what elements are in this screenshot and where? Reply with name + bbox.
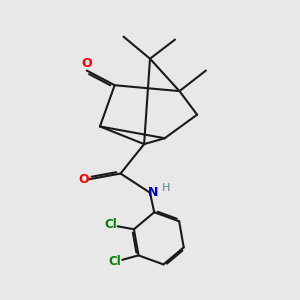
Text: N: N xyxy=(148,186,159,199)
Text: O: O xyxy=(78,173,89,186)
Text: Cl: Cl xyxy=(109,255,122,268)
Text: Cl: Cl xyxy=(104,218,117,231)
Text: O: O xyxy=(81,57,92,70)
Text: H: H xyxy=(162,183,170,193)
